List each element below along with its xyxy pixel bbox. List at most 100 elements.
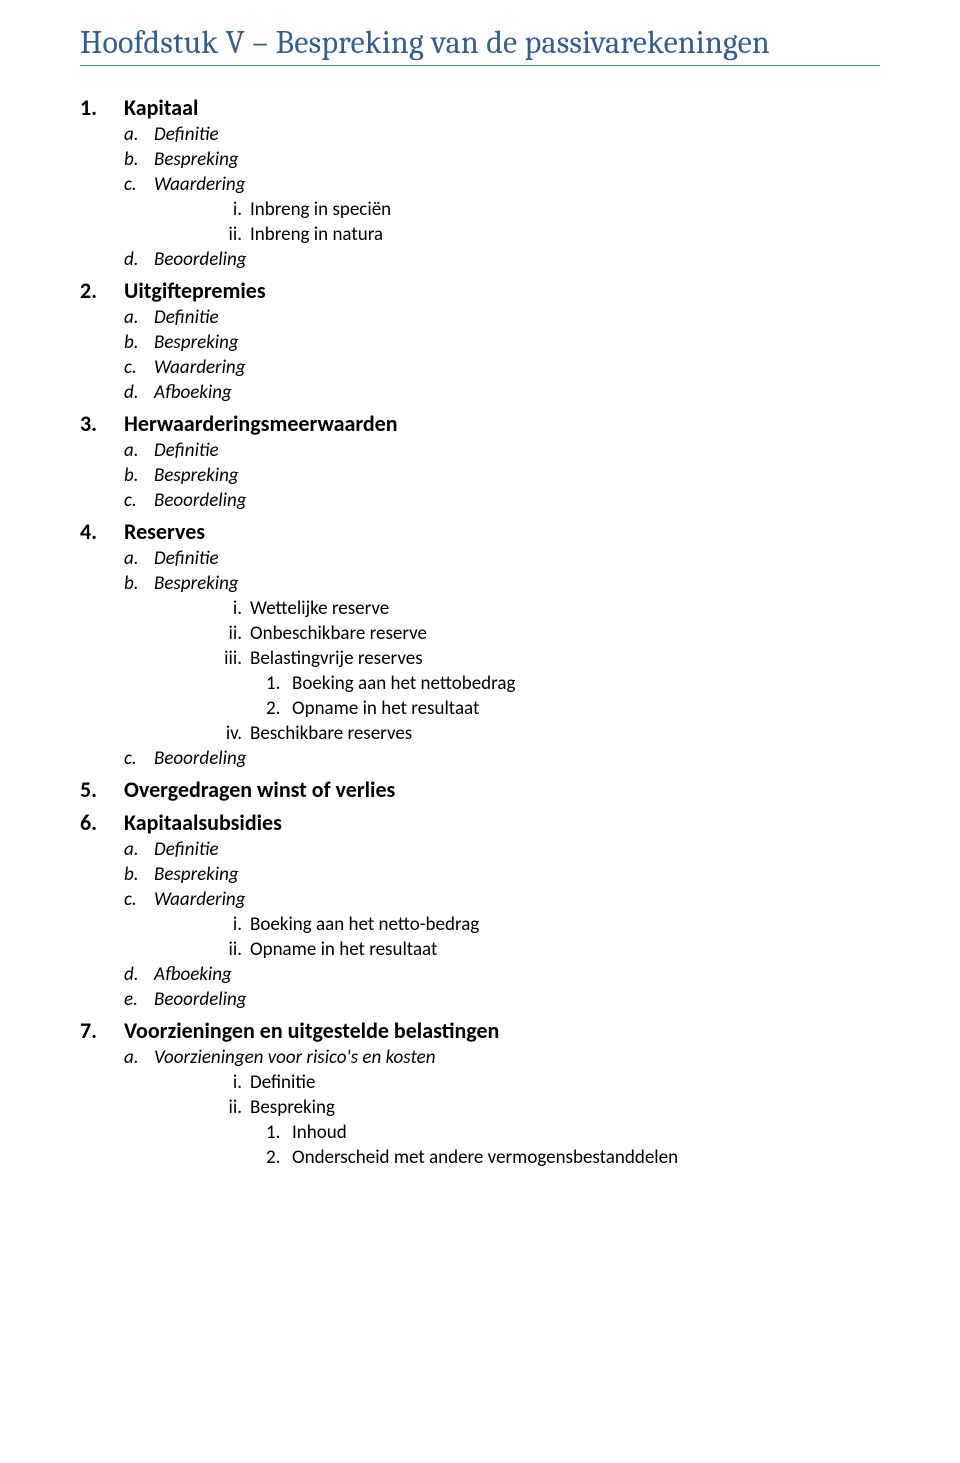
roman-row: ii.Bespreking: [214, 1096, 880, 1119]
letter-item: c.Waardering: [124, 356, 880, 379]
number-item: 1.Boeking aan het nettobedrag: [266, 672, 880, 695]
section-label: Kapitaalsubsidies: [124, 809, 282, 836]
number-item: 1.Inhoud: [266, 1121, 880, 1144]
letter-number: a.: [124, 439, 154, 462]
letter-label: Definitie: [154, 306, 219, 329]
letter-label: Bespreking: [154, 148, 239, 171]
letter-item: c.Waarderingi.Boeking aan het netto-bedr…: [124, 888, 880, 961]
letter-number: b.: [124, 464, 154, 487]
section-label: Voorzieningen en uitgestelde belastingen: [124, 1017, 499, 1044]
letter-number: e.: [124, 988, 154, 1011]
letter-label: Bespreking: [154, 572, 239, 595]
roman-list: i.Definitieii.Bespreking1.Inhoud2.Onders…: [214, 1071, 880, 1169]
letter-row: a.Definitie: [124, 838, 880, 861]
number-marker: 1.: [266, 672, 292, 695]
letter-label: Definitie: [154, 439, 219, 462]
letter-list: a.Definitieb.Besprekingc.Waarderingd.Afb…: [124, 306, 880, 404]
letter-label: Beoordeling: [154, 248, 247, 271]
letter-item: b.Bespreking: [124, 464, 880, 487]
roman-label: Definitie: [250, 1071, 315, 1094]
roman-row: ii.Onbeschikbare reserve: [214, 622, 880, 645]
letter-item: d.Afboeking: [124, 381, 880, 404]
outline-section: 1.Kapitaala.Definitieb.Besprekingc.Waard…: [80, 94, 880, 271]
roman-item: i.Inbreng in speciën: [214, 198, 880, 221]
chapter-title: Hoofdstuk V – Bespreking van de passivar…: [80, 24, 880, 61]
section-number: 2.: [80, 277, 124, 304]
roman-label: Boeking aan het netto-bedrag: [250, 913, 479, 936]
number-label: Inhoud: [292, 1121, 347, 1144]
section-number: 6.: [80, 809, 124, 836]
section-number: 5.: [80, 776, 124, 803]
letter-number: c.: [124, 489, 154, 512]
roman-number: ii.: [214, 938, 250, 961]
roman-row: ii.Opname in het resultaat: [214, 938, 880, 961]
letter-number: a.: [124, 306, 154, 329]
letter-list: a.Voorzieningen voor risico's en kosteni…: [124, 1046, 880, 1169]
letter-row: d.Afboeking: [124, 381, 880, 404]
roman-label: Belastingvrije reserves: [250, 647, 423, 670]
letter-item: c.Beoordeling: [124, 747, 880, 770]
outline-section: 3.Herwaarderingsmeerwaardena.Definitieb.…: [80, 410, 880, 512]
letter-item: a.Definitie: [124, 838, 880, 861]
outline-section: 4.Reservesa.Definitieb.Besprekingi.Wette…: [80, 518, 880, 770]
number-item: 2.Opname in het resultaat: [266, 697, 880, 720]
roman-item: ii.Opname in het resultaat: [214, 938, 880, 961]
section-number: 4.: [80, 518, 124, 545]
letter-number: b.: [124, 331, 154, 354]
letter-row: d.Beoordeling: [124, 248, 880, 271]
number-list: 1.Inhoud2.Onderscheid met andere vermoge…: [266, 1121, 880, 1169]
roman-label: Onbeschikbare reserve: [250, 622, 427, 645]
letter-item: a.Definitie: [124, 547, 880, 570]
section-label: Uitgiftepremies: [124, 277, 266, 304]
number-marker: 2.: [266, 1146, 292, 1169]
roman-list: i.Boeking aan het netto-bedragii.Opname …: [214, 913, 880, 961]
letter-row: a.Voorzieningen voor risico's en kosten: [124, 1046, 880, 1069]
roman-item: i.Boeking aan het netto-bedrag: [214, 913, 880, 936]
roman-label: Inbreng in natura: [250, 223, 383, 246]
letter-item: a.Definitie: [124, 306, 880, 329]
roman-row: i.Definitie: [214, 1071, 880, 1094]
section-label: Reserves: [124, 518, 205, 545]
roman-item: ii.Onbeschikbare reserve: [214, 622, 880, 645]
letter-item: d.Afboeking: [124, 963, 880, 986]
letter-list: a.Definitieb.Besprekingc.Beoordeling: [124, 439, 880, 512]
letter-number: d.: [124, 963, 154, 986]
section-heading: 1.Kapitaal: [80, 94, 880, 121]
roman-item: iv.Beschikbare reserves: [214, 722, 880, 745]
letter-row: a.Definitie: [124, 439, 880, 462]
letter-list: a.Definitieb.Besprekingc.Waarderingi.Inb…: [124, 123, 880, 271]
letter-label: Beoordeling: [154, 747, 247, 770]
number-label: Onderscheid met andere vermogensbestandd…: [292, 1146, 678, 1169]
letter-number: b.: [124, 863, 154, 886]
letter-item: b.Bespreking: [124, 863, 880, 886]
letter-number: c.: [124, 747, 154, 770]
letter-label: Waardering: [154, 173, 245, 196]
outline-section: 6.Kapitaalsubsidiesa.Definitieb.Bespreki…: [80, 809, 880, 1011]
letter-list: a.Definitieb.Besprekingc.Waarderingi.Boe…: [124, 838, 880, 1011]
letter-label: Bespreking: [154, 331, 239, 354]
title-underline: [80, 65, 880, 66]
letter-number: a.: [124, 123, 154, 146]
letter-label: Waardering: [154, 356, 245, 379]
letter-number: b.: [124, 572, 154, 595]
section-number: 3.: [80, 410, 124, 437]
document-page: Hoofdstuk V – Bespreking van de passivar…: [0, 0, 960, 1463]
roman-row: i.Wettelijke reserve: [214, 597, 880, 620]
letter-number: c.: [124, 356, 154, 379]
section-number: 7.: [80, 1017, 124, 1044]
roman-row: i.Inbreng in speciën: [214, 198, 880, 221]
letter-label: Definitie: [154, 123, 219, 146]
letter-item: d.Beoordeling: [124, 248, 880, 271]
letter-item: a.Voorzieningen voor risico's en kosteni…: [124, 1046, 880, 1169]
roman-row: i.Boeking aan het netto-bedrag: [214, 913, 880, 936]
letter-row: b.Bespreking: [124, 863, 880, 886]
letter-label: Voorzieningen voor risico's en kosten: [154, 1046, 436, 1069]
outline-section: 7.Voorzieningen en uitgestelde belasting…: [80, 1017, 880, 1169]
roman-number: i.: [214, 913, 250, 936]
letter-item: a.Definitie: [124, 439, 880, 462]
roman-row: iv.Beschikbare reserves: [214, 722, 880, 745]
number-label: Opname in het resultaat: [292, 697, 479, 720]
letter-item: c.Waarderingi.Inbreng in speciënii.Inbre…: [124, 173, 880, 246]
roman-number: iii.: [214, 647, 250, 670]
outline-section: 5.Overgedragen winst of verlies: [80, 776, 880, 803]
